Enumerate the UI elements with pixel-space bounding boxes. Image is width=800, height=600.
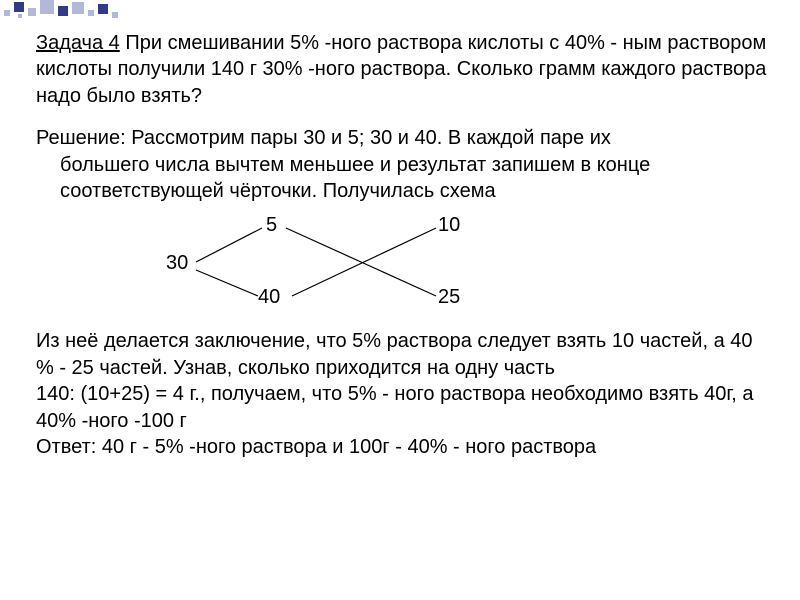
solution-rest: большего числа вычтем меньшее и результа… (36, 152, 772, 205)
mixing-diagram: 30 5 40 10 25 (166, 214, 606, 314)
solution-intro: Решение: Рассмотрим пары 30 и 5; 30 и 40… (36, 125, 772, 204)
diagram-lines (166, 214, 606, 314)
diagram-node-left: 30 (166, 252, 188, 275)
conclusion-text: Из неё делается заключение, что 5% раств… (36, 328, 772, 460)
slide-content: Задача 4 При смешивании 5% -ного раствор… (36, 30, 772, 460)
diagram-node-bot-right: 25 (438, 286, 460, 309)
diagram-node-bot-mid: 40 (258, 286, 280, 309)
problem-text: При смешивании 5% -ного раствора кислоты… (36, 32, 766, 107)
problem-statement: Задача 4 При смешивании 5% -ного раствор… (36, 30, 772, 109)
diagram-node-top-right: 10 (438, 214, 460, 237)
solution-lead: Решение: Рассмотрим пары 30 и 5; 30 и 40… (36, 127, 611, 149)
slide-corner-decorator (0, 0, 124, 22)
diagram-node-top-mid: 5 (266, 214, 277, 237)
problem-label: Задача 4 (36, 32, 120, 54)
